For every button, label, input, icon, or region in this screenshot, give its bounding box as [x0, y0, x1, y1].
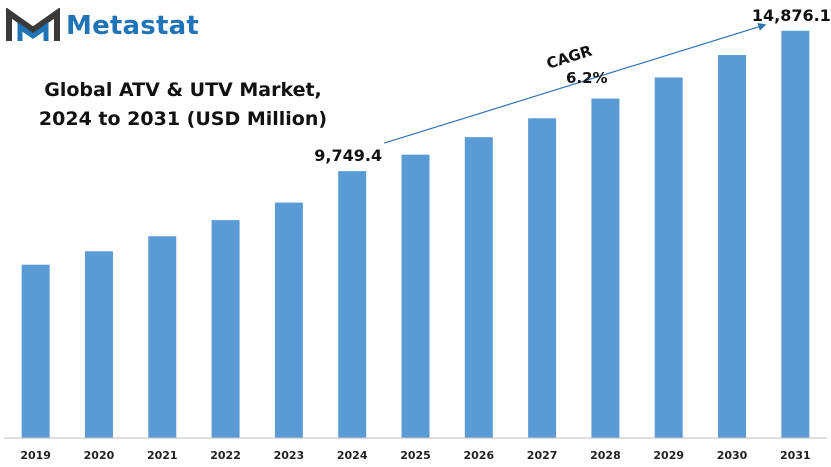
data-label-2024: 9,749.4 [314, 146, 382, 165]
brand-name: Metastat [66, 11, 199, 41]
x-tick-label-2025: 2025 [400, 449, 431, 462]
x-tick-label-2020: 2020 [84, 449, 115, 462]
metastat-logo-icon [6, 8, 60, 41]
bar-2029 [654, 77, 683, 438]
chart-title-line-1: Global ATV & UTV Market, [44, 79, 322, 101]
cagr-arrow [384, 23, 767, 144]
chart-title: Global ATV & UTV Market, 2024 to 2031 (U… [18, 76, 348, 134]
bars-group [21, 30, 810, 439]
data-labels-group: 9,749.4 14,876.1 [314, 6, 831, 165]
bar-2028 [591, 98, 620, 439]
bar-2023 [274, 202, 303, 438]
bar-2019 [21, 264, 50, 438]
chart-title-line-2: 2024 to 2031 (USD Million) [38, 108, 328, 130]
x-tick-label-2029: 2029 [653, 449, 684, 462]
x-tick-label-2031: 2031 [780, 449, 811, 462]
bar-2022 [211, 220, 240, 438]
bar-2020 [84, 251, 113, 438]
bar-2025 [401, 154, 430, 438]
x-axis-ticks: 2019 2020 2021 2022 2023 2024 2025 2026 2027 2028… [20, 449, 810, 462]
bar-2026 [464, 137, 493, 438]
x-tick-label-2023: 2023 [274, 449, 305, 462]
bar-2024 [338, 171, 367, 438]
x-tick-label-2019: 2019 [20, 449, 51, 462]
metastat-logo: Metastat [6, 8, 199, 44]
x-tick-label-2030: 2030 [717, 449, 748, 462]
x-tick-label-2024: 2024 [337, 449, 368, 462]
cagr-value: 6.2% [566, 69, 608, 87]
x-tick-label-2026: 2026 [463, 449, 494, 462]
bar-2027 [528, 118, 557, 438]
x-tick-label-2028: 2028 [590, 449, 621, 462]
bar-2030 [718, 55, 747, 439]
data-label-2031: 14,876.1 [752, 6, 831, 25]
bar-2021 [148, 236, 177, 438]
x-tick-label-2027: 2027 [527, 449, 558, 462]
bar-2031 [781, 30, 810, 439]
x-tick-label-2021: 2021 [147, 449, 178, 462]
x-tick-label-2022: 2022 [210, 449, 241, 462]
